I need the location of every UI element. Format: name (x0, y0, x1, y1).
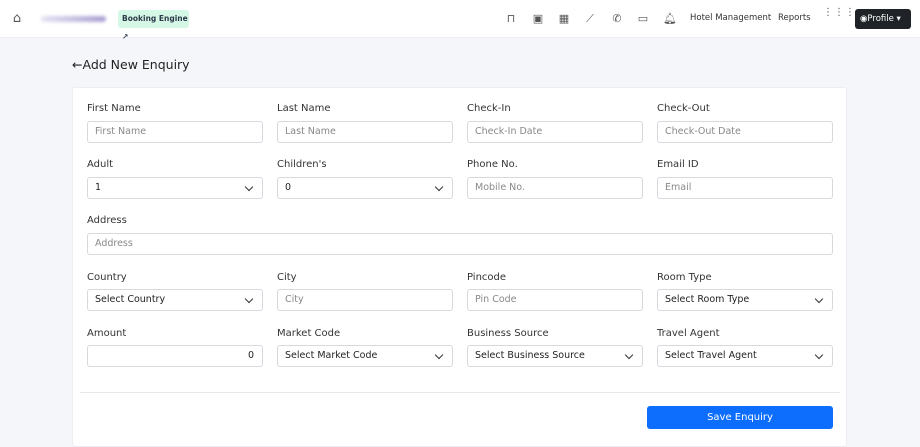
travel-agent-label: Travel Agent (657, 328, 720, 339)
children-label: Children's (277, 159, 327, 170)
travel-agent-select[interactable]: Select Travel Agent (657, 345, 833, 367)
city-label: City (277, 272, 297, 283)
external-link-icon: ↗ (122, 32, 129, 41)
adult-select[interactable]: 1 (87, 177, 263, 199)
amount-label: Amount (87, 328, 127, 339)
page-title: ←Add New Enquiry (72, 57, 190, 72)
amount-input[interactable]: 0 (87, 345, 263, 367)
check-in-input[interactable]: Check-In Date (467, 121, 643, 143)
check-in-label: Check-In (467, 103, 511, 114)
check-out-input[interactable]: Check-Out Date (657, 121, 833, 143)
phone-input[interactable]: Mobile No. (467, 177, 643, 199)
enquiry-form-card (72, 87, 847, 447)
room-type-select[interactable]: Select Room Type (657, 289, 833, 311)
bed-icon[interactable]: ⊓ (506, 12, 516, 25)
phone-label: Phone No. (467, 159, 518, 170)
city-input[interactable]: City (277, 289, 453, 311)
top-navbar: ⌂ Booking Engine ↗ ⊓ ▣ ▦ ⟋ ✆ ▭ 🔔︎ Hotel … (0, 0, 920, 41)
pincode-label: Pincode (467, 272, 507, 283)
calendar-plus-icon[interactable]: ▣ (532, 12, 544, 25)
profile-dropdown[interactable]: ◉Profile ▾ (855, 9, 911, 29)
hotel-name-blurred (41, 16, 106, 22)
back-arrow-icon[interactable]: ← (72, 57, 83, 72)
grid-icon[interactable]: ⋮⋮⋮ (823, 7, 856, 18)
user-circle-icon: ◉ (860, 14, 868, 24)
first-name-input[interactable]: First Name (87, 121, 263, 143)
home-icon[interactable]: ⌂ (12, 11, 22, 26)
address-textarea[interactable]: Address (87, 233, 833, 255)
calendar-icon[interactable]: ▦ (558, 12, 570, 25)
adult-label: Adult (87, 159, 114, 170)
market-code-label: Market Code (277, 328, 341, 339)
cash-icon[interactable]: ▭ (637, 12, 649, 25)
market-code-select[interactable]: Select Market Code (277, 345, 453, 367)
page-title-text: Add New Enquiry (82, 57, 190, 72)
room-type-label: Room Type (657, 272, 712, 283)
pincode-input[interactable]: Pin Code (467, 289, 643, 311)
booking-engine-link[interactable]: Booking Engine ↗ (118, 10, 189, 41)
bell-icon[interactable]: 🔔︎ (663, 12, 677, 25)
profile-label: Profile (867, 14, 894, 24)
email-input[interactable]: Email (657, 177, 833, 199)
first-name-label: First Name (87, 103, 141, 114)
form-divider (80, 392, 840, 393)
business-source-label: Business Source (467, 328, 549, 339)
save-enquiry-button[interactable]: Save Enquiry (647, 406, 833, 429)
phone-icon[interactable]: ✆ (612, 12, 622, 25)
children-select[interactable]: 0 (277, 177, 453, 199)
country-select[interactable]: Select Country (87, 289, 263, 311)
nav-reports[interactable]: Reports (778, 13, 811, 23)
nav-hotel-management[interactable]: Hotel Management (690, 13, 772, 23)
last-name-input[interactable]: Last Name (277, 121, 453, 143)
last-name-label: Last Name (277, 103, 331, 114)
check-out-label: Check-Out (657, 103, 710, 114)
email-label: Email ID (657, 159, 699, 170)
address-label: Address (87, 215, 127, 226)
booking-engine-label: Booking Engine (122, 14, 188, 23)
country-label: Country (87, 272, 127, 283)
business-source-select[interactable]: Select Business Source (467, 345, 643, 367)
chart-line-icon[interactable]: ⟋ (586, 12, 594, 25)
